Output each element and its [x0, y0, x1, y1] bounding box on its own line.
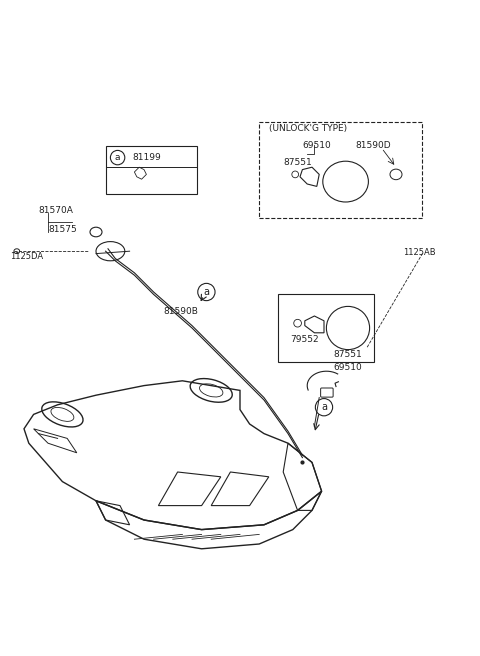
Text: a: a [321, 402, 327, 412]
Text: 69510: 69510 [334, 363, 362, 372]
Bar [259, 121, 422, 218]
Text: 81199: 81199 [132, 153, 161, 162]
Text: 87551: 87551 [283, 158, 312, 167]
Text: 81570A: 81570A [38, 206, 73, 215]
Text: 87551: 87551 [334, 350, 362, 359]
Text: a: a [115, 153, 120, 162]
Bar [106, 146, 197, 194]
Text: 79552: 79552 [290, 335, 319, 344]
Text: 69510: 69510 [302, 141, 331, 150]
Text: 1125DA: 1125DA [10, 253, 43, 262]
Bar [278, 295, 374, 361]
Text: 1125AB: 1125AB [403, 248, 436, 256]
Text: 81575: 81575 [48, 224, 77, 234]
Text: 81590B: 81590B [163, 307, 198, 316]
Text: a: a [204, 287, 209, 297]
Text: (UNLOCK'G TYPE): (UNLOCK'G TYPE) [269, 124, 347, 133]
Text: 81590D: 81590D [355, 141, 391, 150]
